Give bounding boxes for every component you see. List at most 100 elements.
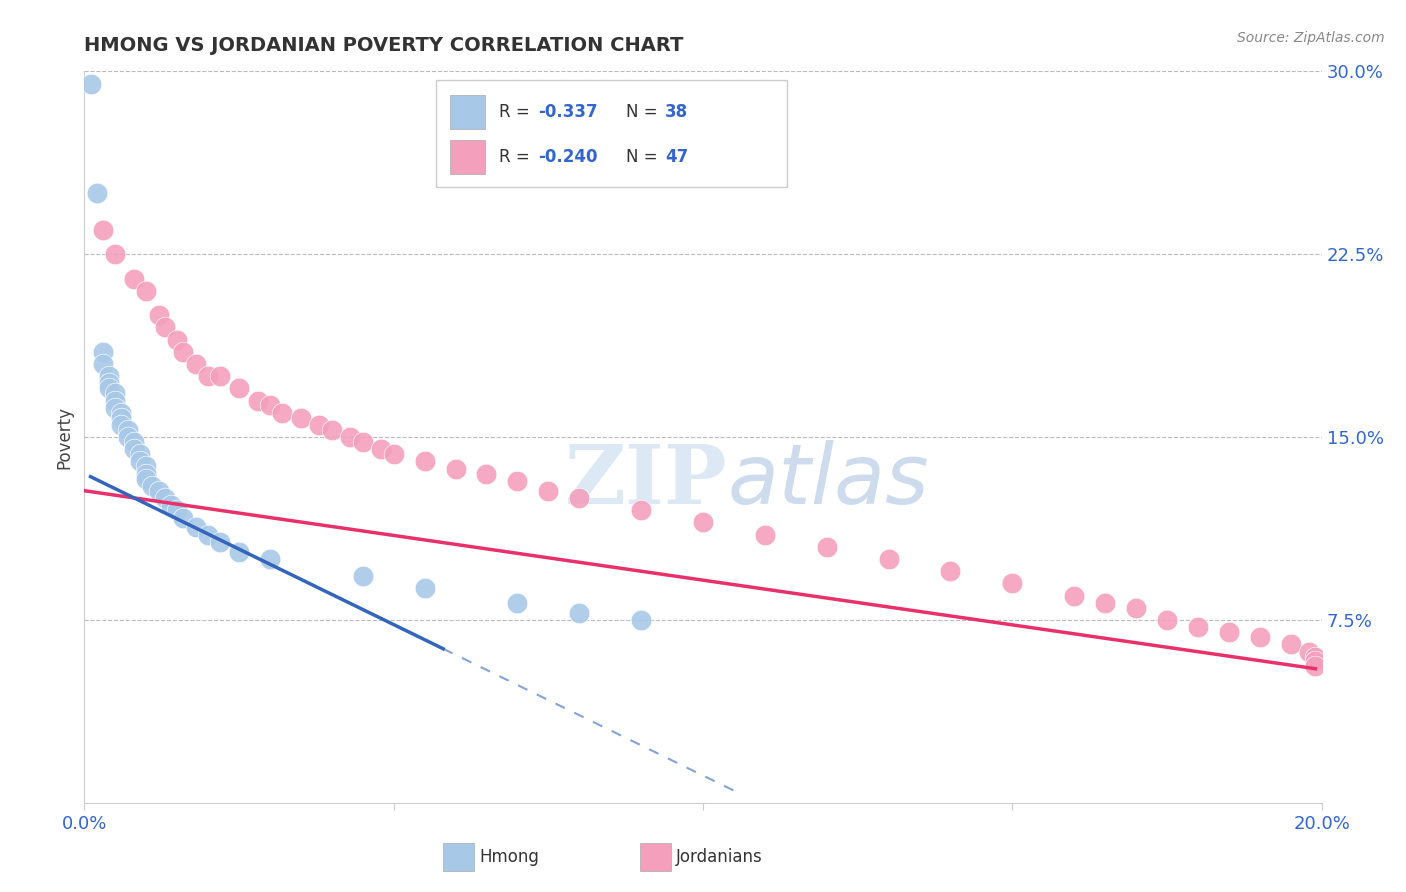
Text: 47: 47 xyxy=(665,148,689,166)
Point xyxy=(122,434,145,449)
Point xyxy=(184,357,207,371)
Point xyxy=(153,320,176,334)
Point xyxy=(1063,589,1085,603)
Point xyxy=(568,606,591,620)
Point xyxy=(754,527,776,541)
Point xyxy=(1125,600,1147,615)
Text: -0.337: -0.337 xyxy=(538,103,598,121)
Point xyxy=(339,430,361,444)
Text: Jordanians: Jordanians xyxy=(676,848,763,866)
Point xyxy=(259,552,281,566)
Text: N =: N = xyxy=(626,103,657,121)
Point xyxy=(352,434,374,449)
Point xyxy=(1249,630,1271,644)
Point xyxy=(308,417,330,432)
Point xyxy=(172,344,194,359)
Point xyxy=(104,393,127,408)
Point xyxy=(122,442,145,457)
Point xyxy=(815,540,838,554)
Point xyxy=(568,491,591,505)
Point xyxy=(98,376,121,391)
Text: R =: R = xyxy=(499,103,530,121)
Text: Source: ZipAtlas.com: Source: ZipAtlas.com xyxy=(1237,31,1385,45)
Point xyxy=(1094,596,1116,610)
Point xyxy=(1156,613,1178,627)
Point xyxy=(1305,659,1327,673)
Point xyxy=(290,410,312,425)
Point xyxy=(91,357,114,371)
Text: Hmong: Hmong xyxy=(479,848,540,866)
Point xyxy=(228,544,250,558)
Point xyxy=(209,369,232,384)
Point xyxy=(86,186,108,201)
Point xyxy=(228,381,250,395)
Text: HMONG VS JORDANIAN POVERTY CORRELATION CHART: HMONG VS JORDANIAN POVERTY CORRELATION C… xyxy=(84,36,683,54)
Point xyxy=(117,423,139,437)
Point xyxy=(537,483,560,498)
Point xyxy=(166,333,188,347)
Point xyxy=(141,479,163,493)
Point xyxy=(197,527,219,541)
Point xyxy=(110,410,132,425)
Point xyxy=(184,520,207,534)
Point xyxy=(382,447,405,461)
Point xyxy=(413,581,436,595)
Point xyxy=(246,393,269,408)
Text: ZIP: ZIP xyxy=(565,441,728,521)
Point xyxy=(475,467,498,481)
Point xyxy=(129,447,152,461)
Point xyxy=(172,510,194,524)
Point xyxy=(630,613,652,627)
Point xyxy=(110,417,132,432)
Text: atlas: atlas xyxy=(728,441,929,522)
Point xyxy=(939,564,962,578)
Point xyxy=(1187,620,1209,634)
Point xyxy=(506,474,529,488)
Point xyxy=(1218,625,1240,640)
Point xyxy=(104,401,127,415)
Point xyxy=(630,503,652,517)
Point xyxy=(271,406,294,420)
Point xyxy=(117,430,139,444)
Point xyxy=(506,596,529,610)
Point xyxy=(148,308,170,322)
Point xyxy=(91,344,114,359)
Point xyxy=(135,467,157,481)
Point xyxy=(321,423,343,437)
Point xyxy=(1305,649,1327,664)
Point xyxy=(259,398,281,412)
Point xyxy=(877,552,900,566)
Point xyxy=(1001,576,1024,591)
Text: -0.240: -0.240 xyxy=(538,148,598,166)
Point xyxy=(209,535,232,549)
Point xyxy=(129,454,152,468)
Point xyxy=(692,516,714,530)
Point xyxy=(110,406,132,420)
Point xyxy=(148,483,170,498)
Y-axis label: Poverty: Poverty xyxy=(55,406,73,468)
Point xyxy=(352,569,374,583)
Point xyxy=(135,471,157,485)
Text: 38: 38 xyxy=(665,103,688,121)
Point xyxy=(98,369,121,384)
Point xyxy=(122,271,145,285)
Text: N =: N = xyxy=(626,148,657,166)
Point xyxy=(197,369,219,384)
Point xyxy=(91,223,114,237)
Point xyxy=(98,381,121,395)
Text: R =: R = xyxy=(499,148,530,166)
Point xyxy=(104,386,127,401)
Point xyxy=(79,77,101,91)
Point xyxy=(166,503,188,517)
Point xyxy=(1279,637,1302,651)
Point xyxy=(1298,645,1320,659)
Point xyxy=(1305,654,1327,668)
Point xyxy=(370,442,392,457)
Point xyxy=(160,499,183,513)
Point xyxy=(153,491,176,505)
Point xyxy=(135,284,157,298)
Point xyxy=(135,459,157,474)
Point xyxy=(104,247,127,261)
Point xyxy=(444,462,467,476)
Point xyxy=(413,454,436,468)
